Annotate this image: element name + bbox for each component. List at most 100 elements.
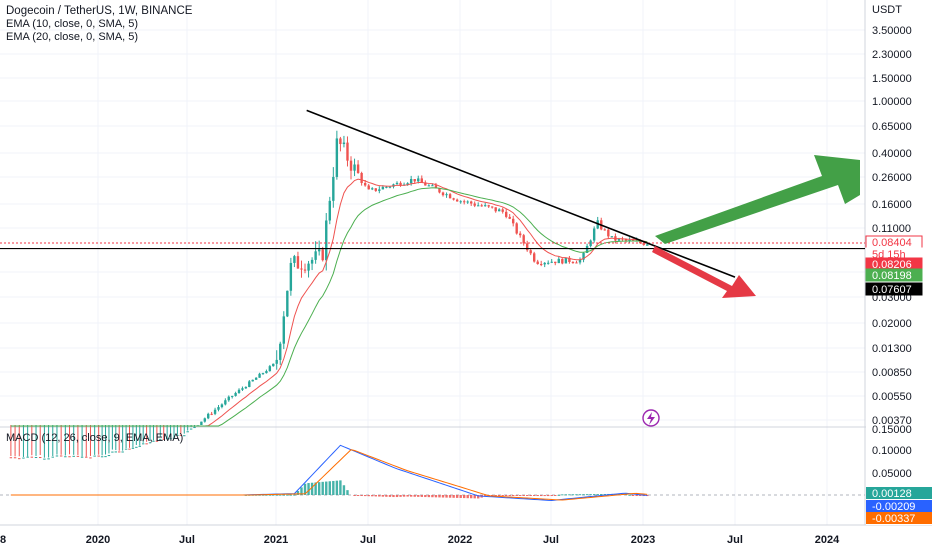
macd-histogram-bar	[371, 495, 374, 497]
candle-body	[438, 188, 441, 193]
macd-histogram-bar	[374, 495, 377, 497]
candle-body	[346, 142, 349, 161]
time-axis-tick: 2022	[448, 534, 472, 546]
candle-body	[317, 249, 321, 252]
macd-histogram-bar	[303, 483, 307, 495]
time-axis-tick: Jul	[360, 534, 376, 546]
candle-body	[589, 240, 592, 247]
macd-histogram-bar	[286, 494, 289, 496]
macd-histogram-bar	[363, 495, 367, 497]
macd-histogram-bar	[378, 495, 381, 497]
candle-body	[179, 434, 183, 436]
candle-body	[155, 440, 159, 442]
time-axis-tick: Jul	[543, 534, 559, 546]
candle-body	[30, 456, 34, 458]
candle-body	[72, 455, 75, 457]
macd-histogram-bar	[314, 482, 317, 495]
candle-body	[254, 377, 258, 380]
candle-body	[97, 455, 100, 457]
trendline	[306, 109, 736, 278]
price-axis-tick: 1.00000	[872, 96, 912, 108]
macd-histogram-bar	[540, 495, 543, 497]
macd-histogram-bar	[547, 495, 550, 497]
candle-body	[607, 229, 610, 237]
candle-body	[321, 249, 324, 261]
candle-body	[603, 229, 606, 231]
candle-body	[575, 262, 578, 264]
macd-histogram-bar	[413, 495, 416, 497]
candle-body	[282, 316, 285, 344]
macd-histogram-bar	[635, 495, 638, 496]
macd-histogram-bar	[494, 495, 497, 496]
macd-histogram-bar	[317, 482, 321, 495]
macd-histogram-bar	[491, 495, 494, 496]
candle-body	[533, 253, 536, 262]
candle-body	[409, 178, 413, 184]
candle-body	[189, 428, 193, 430]
candle-body	[328, 200, 331, 221]
candle-body	[480, 205, 483, 207]
candle-body	[363, 183, 367, 186]
candle-body	[582, 252, 585, 260]
macd-histogram-bar	[463, 495, 466, 499]
candle-body	[342, 142, 346, 145]
candle-body	[445, 194, 448, 196]
candle-body	[512, 218, 515, 224]
candle-body	[356, 164, 360, 173]
ema20-line	[10, 187, 648, 427]
symbol-title[interactable]: Dogecoin / TetherUS, 1W, BINANCE	[6, 5, 193, 17]
macd-histogram-bar	[279, 494, 282, 496]
macd-histogram-bar	[335, 480, 339, 495]
time-axis-background	[0, 526, 932, 550]
candle-body	[554, 261, 557, 264]
time-axis-tick: 2024	[815, 534, 840, 546]
candle-body	[374, 188, 377, 191]
candle-body	[568, 257, 571, 263]
candle-body	[385, 186, 388, 188]
ema10-legend[interactable]: EMA (10, close, 0, SMA, 5)	[6, 18, 139, 30]
candle-body	[251, 379, 254, 382]
candle-body	[431, 185, 434, 187]
macd-histogram-bar	[307, 483, 310, 495]
candle-body	[424, 182, 427, 186]
candle-body	[381, 186, 385, 190]
candle-body	[448, 194, 452, 199]
time-axis-tick: 2023	[631, 534, 655, 546]
macd-histogram-bar	[392, 495, 395, 498]
candle-body	[477, 205, 480, 207]
candle-body	[207, 413, 210, 419]
macd-histogram-bar	[434, 495, 438, 498]
candle-body	[505, 211, 508, 217]
candle-body	[307, 263, 310, 271]
candle-body	[557, 258, 560, 264]
candle-body	[508, 216, 511, 219]
candle-body	[543, 262, 546, 265]
candle-body	[145, 443, 148, 445]
macd-histogram-bar	[631, 495, 635, 496]
macd-legend[interactable]: MACD (12, 26, close, 9, EMA, EMA)	[6, 432, 184, 444]
macd-histogram-bar	[466, 495, 469, 499]
candle-body	[335, 138, 339, 177]
candle-body	[529, 250, 532, 254]
candle-body	[371, 188, 374, 190]
macd-histogram-bar	[533, 495, 536, 496]
macd-histogram-bar	[399, 495, 402, 497]
macd-histogram-bar	[268, 494, 272, 496]
candle-body	[434, 185, 438, 189]
macd-histogram-bar	[310, 482, 314, 495]
candle-body	[617, 238, 621, 241]
macd-histogram-bar	[536, 495, 539, 497]
macd-histogram-bar	[342, 485, 346, 495]
macd-histogram-bar	[564, 494, 568, 496]
candle-body	[165, 438, 169, 440]
candle-body	[455, 199, 459, 202]
macd-axis-tick: 0.05000	[872, 468, 912, 480]
candle-body	[303, 269, 307, 271]
lightning-glyph	[647, 412, 655, 425]
candle-body	[339, 138, 342, 145]
candle-body	[332, 176, 335, 201]
ema20-legend[interactable]: EMA (20, close, 0, SMA, 5)	[6, 31, 139, 43]
macd-histogram-bar	[628, 494, 631, 496]
macd-histogram-bar	[367, 495, 370, 497]
